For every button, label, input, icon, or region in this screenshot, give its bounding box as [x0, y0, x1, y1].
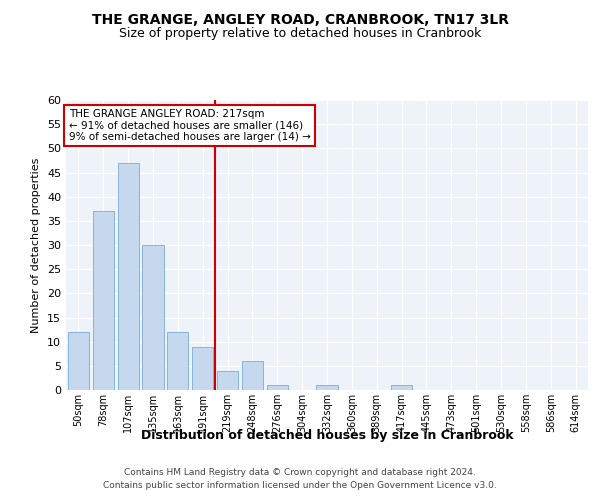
Bar — [142, 245, 164, 390]
Bar — [68, 332, 89, 390]
Text: Distribution of detached houses by size in Cranbrook: Distribution of detached houses by size … — [140, 428, 514, 442]
Bar — [267, 385, 288, 390]
Bar — [118, 163, 139, 390]
Text: Size of property relative to detached houses in Cranbrook: Size of property relative to detached ho… — [119, 28, 481, 40]
Bar — [316, 385, 338, 390]
Bar — [167, 332, 188, 390]
Bar — [217, 370, 238, 390]
Bar — [93, 211, 114, 390]
Text: THE GRANGE ANGLEY ROAD: 217sqm
← 91% of detached houses are smaller (146)
9% of : THE GRANGE ANGLEY ROAD: 217sqm ← 91% of … — [68, 108, 310, 142]
Text: Contains HM Land Registry data © Crown copyright and database right 2024.: Contains HM Land Registry data © Crown c… — [124, 468, 476, 477]
Text: Contains public sector information licensed under the Open Government Licence v3: Contains public sector information licen… — [103, 480, 497, 490]
Bar — [192, 346, 213, 390]
Y-axis label: Number of detached properties: Number of detached properties — [31, 158, 41, 332]
Bar — [391, 385, 412, 390]
Text: THE GRANGE, ANGLEY ROAD, CRANBROOK, TN17 3LR: THE GRANGE, ANGLEY ROAD, CRANBROOK, TN17… — [91, 12, 509, 26]
Bar — [242, 361, 263, 390]
